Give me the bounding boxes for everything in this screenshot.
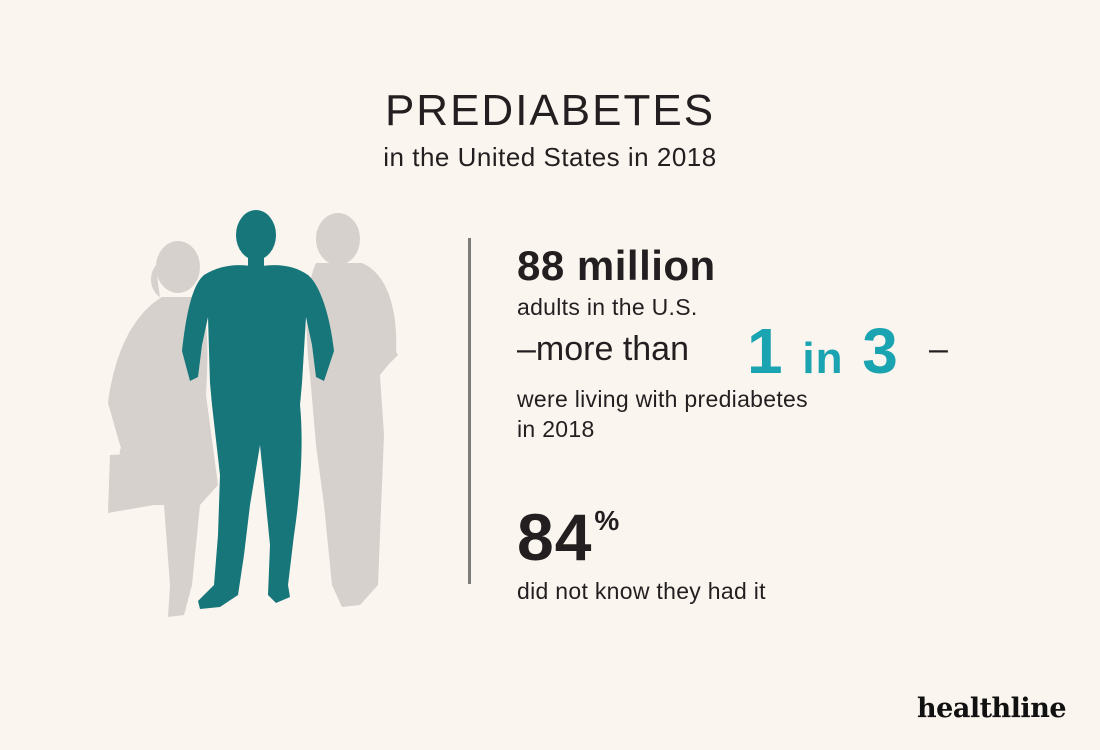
ratio-in: in: [802, 334, 844, 383]
vertical-divider: [468, 238, 471, 584]
ratio-suffix: –: [929, 330, 948, 368]
healthline-logo: healthline: [917, 693, 1066, 724]
page-subtitle: in the United States in 2018: [383, 142, 717, 172]
ratio-numerator: 1: [747, 315, 784, 387]
adults-line-4: in 2018: [517, 416, 595, 442]
ratio-highlight: 1 in 3: [747, 314, 899, 388]
adults-line-3: were living with prediabetes: [517, 386, 808, 412]
woman-right-silhouette: [306, 213, 398, 607]
ratio-line: –more than 1 in 3 –: [517, 315, 948, 387]
unaware-number: 84: [517, 500, 593, 574]
adults-line-1: adults in the U.S.: [517, 294, 698, 320]
ratio-denominator: 3: [862, 315, 899, 387]
people-silhouettes-illustration: [108, 210, 398, 617]
page-title: PREDIABETES: [384, 86, 716, 135]
man-center-silhouette: [182, 210, 334, 609]
adults-count: 88 million: [517, 242, 716, 289]
ratio-prefix: –more than: [517, 330, 689, 368]
unaware-percent: 84%: [517, 488, 766, 570]
percent-sign: %: [594, 505, 621, 536]
adults-stat-block: 88 million adults in the U.S. –more than…: [517, 242, 948, 444]
unaware-stat-block: 84% did not know they had it: [517, 488, 766, 606]
unaware-caption: did not know they had it: [517, 578, 766, 604]
